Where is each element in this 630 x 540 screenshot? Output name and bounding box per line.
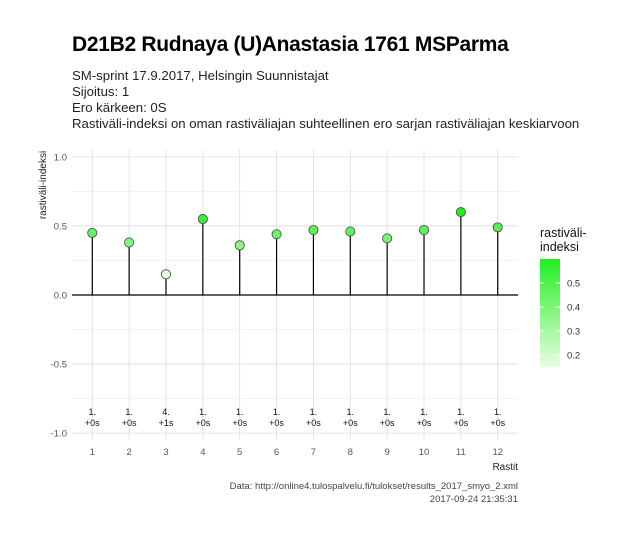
legend-tick-label: 0.3 (567, 327, 580, 338)
legend-tick-label: 0.4 (567, 303, 580, 314)
annotation-rank: 1. (457, 407, 465, 417)
annotation-diff: +0s (122, 418, 137, 428)
annotation-diff: +0s (306, 418, 321, 428)
lollipop-point (160, 269, 171, 280)
caption-timestamp: 2017-09-24 21:35:31 (429, 494, 518, 505)
y-axis-title: rastiväli-indeksi (38, 151, 49, 219)
subtitle-description: Rastiväli-indeksi on oman rastiväliajan … (72, 116, 580, 131)
legend-tick-label: 0.5 (567, 279, 580, 290)
annotation-diff: +0s (195, 418, 210, 428)
legend-title-line-2: indeksi (540, 240, 579, 254)
annotation-rank: 1. (125, 407, 133, 417)
subtitle-gap-to-leader: Ero kärkeen: 0S (72, 100, 167, 115)
annotation-diff: +0s (380, 418, 395, 428)
x-tick-label: 2 (126, 447, 131, 458)
annotation-diff: +0s (269, 418, 284, 428)
x-tick-label: 11 (456, 447, 466, 458)
x-tick-label: 12 (492, 447, 503, 458)
lollipop-point (345, 226, 356, 237)
annotation-rank: 1. (347, 407, 355, 417)
x-tick-label: 10 (419, 447, 430, 458)
annotation-diff: +0s (343, 418, 358, 428)
annotation-rank: 1. (236, 407, 244, 417)
lollipop-point (234, 240, 245, 251)
annotation-diff: +0s (490, 418, 505, 428)
lollipop-point (455, 207, 466, 218)
annotation-rank: 1. (420, 407, 428, 417)
x-tick-label: 5 (237, 447, 242, 458)
legend-colorbar (540, 259, 560, 367)
annotation-diff: +0s (232, 418, 247, 428)
y-tick-label: 0.5 (54, 221, 67, 232)
x-tick-label: 4 (200, 447, 205, 458)
chart-title: D21B2 Rudnaya (U)Anastasia 1761 MSParma (72, 33, 509, 56)
x-tick-label: 1 (90, 447, 95, 458)
annotation-rank: 1. (383, 407, 391, 417)
lollipop-point (382, 233, 393, 244)
annotation-rank: 1. (89, 407, 97, 417)
caption-source: Data: http://online4.tulospalvelu.fi/tul… (229, 481, 518, 492)
annotation-rank: 4. (162, 407, 170, 417)
annotation-rank: 1. (310, 407, 318, 417)
x-tick-label: 9 (385, 447, 390, 458)
lollipop-point (197, 214, 208, 225)
y-tick-label: 0.0 (54, 291, 67, 302)
annotation-rank: 1. (199, 407, 207, 417)
lollipop-point (308, 225, 319, 236)
lollipop-point (271, 229, 282, 240)
subtitle-placement: Sijoitus: 1 (72, 84, 130, 99)
y-tick-label: -1.0 (51, 429, 67, 440)
annotation-diff: +0s (453, 418, 468, 428)
annotation-rank: 1. (494, 407, 502, 417)
lollipop-point (419, 225, 430, 236)
x-tick-label: 6 (274, 447, 279, 458)
legend-tick-label: 0.2 (567, 351, 580, 362)
subtitle-event: SM-sprint 17.9.2017, Helsingin Suunnista… (72, 68, 329, 83)
y-tick-label: 1.0 (54, 152, 67, 163)
legend-title: rastiväli- indeksi (540, 226, 600, 254)
legend-title-line-1: rastiväli- (540, 226, 587, 240)
lollipop-point (87, 227, 98, 238)
lollipop-point (492, 222, 503, 233)
annotation-diff: +1s (159, 418, 174, 428)
x-axis-title: Rastit (492, 462, 518, 473)
annotation-rank: 1. (273, 407, 281, 417)
annotation-diff: +0s (417, 418, 432, 428)
x-tick-label: 3 (163, 447, 168, 458)
annotation-diff: +0s (85, 418, 100, 428)
x-tick-label: 7 (311, 447, 316, 458)
x-tick-label: 8 (348, 447, 353, 458)
y-tick-label: -0.5 (51, 360, 67, 371)
lollipop-point (124, 237, 135, 248)
